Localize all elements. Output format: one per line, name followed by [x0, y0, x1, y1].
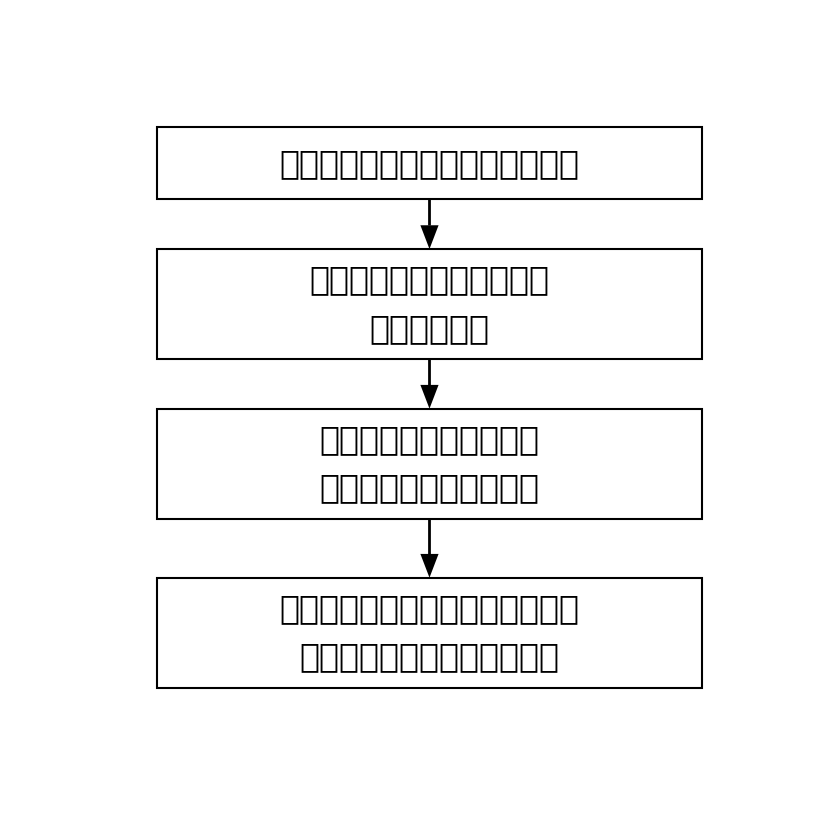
Bar — [157, 409, 702, 519]
Polygon shape — [421, 225, 438, 249]
Text: 绘制出各线路融冰需求电压
的二维平面图: 绘制出各线路融冰需求电压 的二维平面图 — [309, 263, 550, 345]
Polygon shape — [421, 385, 438, 409]
Text: 提取二维平面图中各线路
融冰需求电压的交集区段: 提取二维平面图中各线路 融冰需求电压的交集区段 — [319, 423, 540, 505]
Polygon shape — [421, 554, 438, 578]
Text: 根据各线路融冰需求电压的交集区
段确定融冰变压器副边的档位: 根据各线路融冰需求电压的交集区 段确定融冰变压器副边的档位 — [280, 592, 579, 674]
Bar — [157, 578, 702, 688]
Bar — [157, 250, 702, 359]
Text: 确定变电站各线路的融冰需求电压: 确定变电站各线路的融冰需求电压 — [280, 147, 579, 180]
Bar — [157, 128, 702, 199]
